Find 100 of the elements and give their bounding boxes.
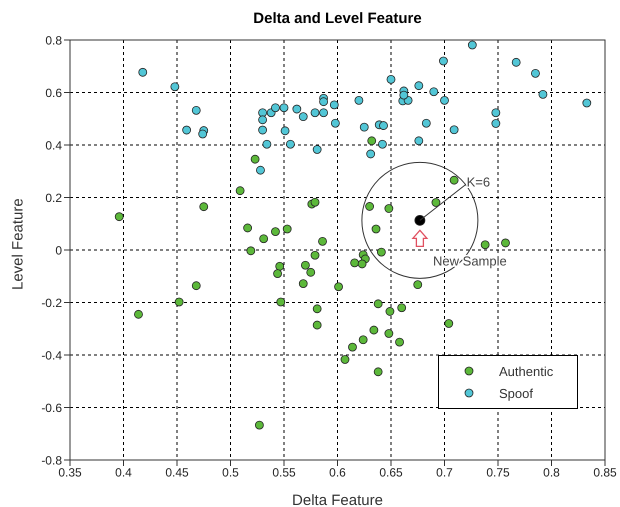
point xyxy=(256,166,265,175)
annotation: New Sample xyxy=(433,253,507,268)
x-tick-label: 0.35 xyxy=(58,466,82,480)
point xyxy=(174,298,184,306)
point xyxy=(310,108,320,118)
point xyxy=(192,281,201,290)
point xyxy=(280,103,288,112)
point xyxy=(271,227,280,236)
point xyxy=(395,338,404,347)
chart-title: Delta and Level Feature xyxy=(252,10,423,27)
point xyxy=(271,103,280,112)
point xyxy=(334,282,343,292)
point xyxy=(501,238,510,248)
point xyxy=(365,202,374,211)
point xyxy=(282,224,292,234)
point xyxy=(138,68,148,77)
point xyxy=(376,248,386,256)
point xyxy=(366,150,376,158)
point xyxy=(192,106,201,115)
point xyxy=(354,96,364,105)
x-tick-label: 0.75 xyxy=(486,466,510,480)
point xyxy=(378,140,387,149)
point xyxy=(432,198,440,207)
point xyxy=(450,176,459,185)
x-tick-label: 0.7 xyxy=(436,466,454,480)
point xyxy=(276,298,286,306)
point xyxy=(379,121,388,130)
point xyxy=(318,236,327,246)
point xyxy=(312,304,322,314)
point xyxy=(439,56,448,66)
point xyxy=(273,269,282,278)
point xyxy=(372,224,380,234)
point xyxy=(319,108,328,118)
y-tick-label: 0.6 xyxy=(45,86,62,100)
point xyxy=(258,126,267,134)
x-tick-label: 0.65 xyxy=(379,466,403,480)
y-tick-label: -0.2 xyxy=(41,296,62,310)
point xyxy=(414,136,424,146)
point xyxy=(384,204,394,213)
annotation: K=6 xyxy=(466,174,490,190)
point xyxy=(312,320,322,330)
y-tick-label: 0.4 xyxy=(45,138,62,152)
point xyxy=(286,140,295,149)
point xyxy=(348,342,357,352)
point xyxy=(386,307,394,316)
point xyxy=(374,299,383,308)
point xyxy=(298,112,308,122)
point xyxy=(429,87,438,96)
point xyxy=(538,90,548,99)
y-tick-label: 0.2 xyxy=(45,190,62,205)
point xyxy=(360,122,369,132)
point xyxy=(384,329,394,338)
point xyxy=(258,115,267,124)
legend-label: Authentic xyxy=(499,364,554,378)
y-tick-label: -0.6 xyxy=(41,400,62,415)
point xyxy=(250,154,260,164)
x-tick-label: 0.85 xyxy=(593,466,617,480)
point xyxy=(422,118,431,128)
point xyxy=(340,355,350,364)
point xyxy=(358,260,367,268)
point xyxy=(275,262,284,271)
point xyxy=(312,145,322,154)
x-tick-label: 0.8 xyxy=(543,466,560,480)
point xyxy=(243,224,252,232)
point xyxy=(450,125,459,134)
point xyxy=(262,140,272,149)
point xyxy=(399,90,408,100)
point xyxy=(397,303,406,312)
point xyxy=(358,335,368,344)
x-tick-label: 0.4 xyxy=(115,466,132,480)
point xyxy=(369,326,378,334)
point xyxy=(386,74,396,84)
legend-label: Spoof xyxy=(499,386,533,400)
point xyxy=(310,198,320,207)
point xyxy=(367,136,376,146)
point xyxy=(306,268,316,277)
point xyxy=(259,234,268,244)
x-tick-label: 0.5 xyxy=(222,466,240,480)
point xyxy=(246,246,256,256)
point xyxy=(444,319,454,328)
point xyxy=(292,104,302,114)
point xyxy=(512,58,521,67)
x-tick-label: 0.45 xyxy=(165,466,189,480)
point xyxy=(330,100,339,110)
point xyxy=(236,186,245,196)
point xyxy=(310,250,320,260)
point xyxy=(480,240,490,250)
point xyxy=(319,97,328,106)
point xyxy=(413,280,422,290)
point xyxy=(182,126,192,134)
point xyxy=(280,126,290,136)
point xyxy=(468,40,477,50)
x-tick-label: 0.6 xyxy=(329,466,346,480)
point xyxy=(440,96,449,105)
point xyxy=(298,279,308,288)
point xyxy=(254,420,264,430)
point xyxy=(531,68,540,78)
point xyxy=(198,130,208,138)
point xyxy=(134,310,143,319)
y-axis-title: Level Feature xyxy=(9,198,26,290)
